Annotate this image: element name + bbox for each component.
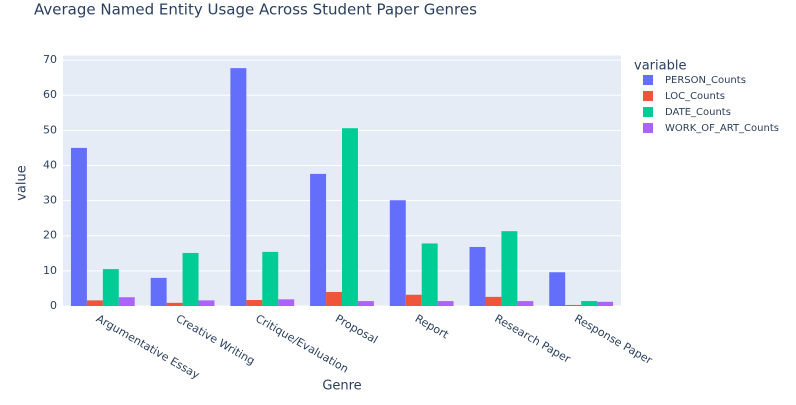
bar: [86, 300, 103, 306]
bar: [70, 147, 87, 306]
bar: [597, 301, 614, 306]
y-axis-title: value: [15, 165, 30, 201]
legend-swatch: [643, 107, 653, 117]
bar: [565, 304, 582, 306]
bar: [581, 301, 598, 306]
bar: [549, 272, 566, 306]
x-axis-title: Genre: [322, 379, 361, 394]
bar: [357, 301, 374, 306]
y-tick-label: 20: [43, 229, 57, 242]
x-tick-label: Report: [413, 312, 452, 342]
legend-swatch: [643, 123, 653, 133]
chart-title: Average Named Entity Usage Across Studen…: [34, 1, 477, 19]
bar: [405, 294, 422, 306]
y-tick-label: 0: [50, 299, 57, 312]
legend-swatch: [643, 91, 653, 101]
legend-label: PERSON_Counts: [665, 75, 746, 86]
bar: [230, 68, 247, 306]
x-tick-label: Response Paper: [572, 312, 655, 367]
bar: [342, 128, 358, 306]
x-tick-label: Research Paper: [492, 312, 573, 366]
bar: [469, 246, 486, 306]
y-tick-label: 70: [43, 53, 57, 66]
bar: [437, 301, 454, 306]
bar: [182, 252, 199, 306]
legend-label: LOC_Counts: [665, 91, 725, 102]
y-tick-label: 30: [43, 194, 57, 207]
bar: [166, 302, 183, 306]
bar: [326, 291, 342, 306]
bar: [421, 243, 438, 306]
legend-label: WORK_OF_ART_Counts: [665, 123, 779, 134]
bar: [246, 300, 263, 306]
bar: [118, 297, 135, 306]
bar: [517, 301, 534, 306]
x-tick-label: Proposal: [333, 312, 380, 347]
y-tick-label: 40: [43, 158, 57, 171]
x-tick-label: Creative Writing: [174, 312, 257, 368]
legend-label: DATE_Counts: [665, 107, 731, 118]
legend-title: variable: [634, 59, 686, 74]
legend-swatch: [643, 75, 653, 85]
bar: [262, 251, 279, 306]
y-tick-label: 10: [43, 264, 57, 277]
bar: [389, 200, 406, 306]
bar: [150, 277, 167, 306]
bar: [198, 300, 215, 306]
bar: [278, 299, 295, 306]
y-tick-label: 60: [43, 88, 57, 101]
bar: [501, 231, 518, 306]
y-tick-label: 50: [43, 123, 57, 136]
bar: [485, 296, 502, 306]
bar: [310, 173, 327, 306]
bar: [102, 269, 119, 306]
